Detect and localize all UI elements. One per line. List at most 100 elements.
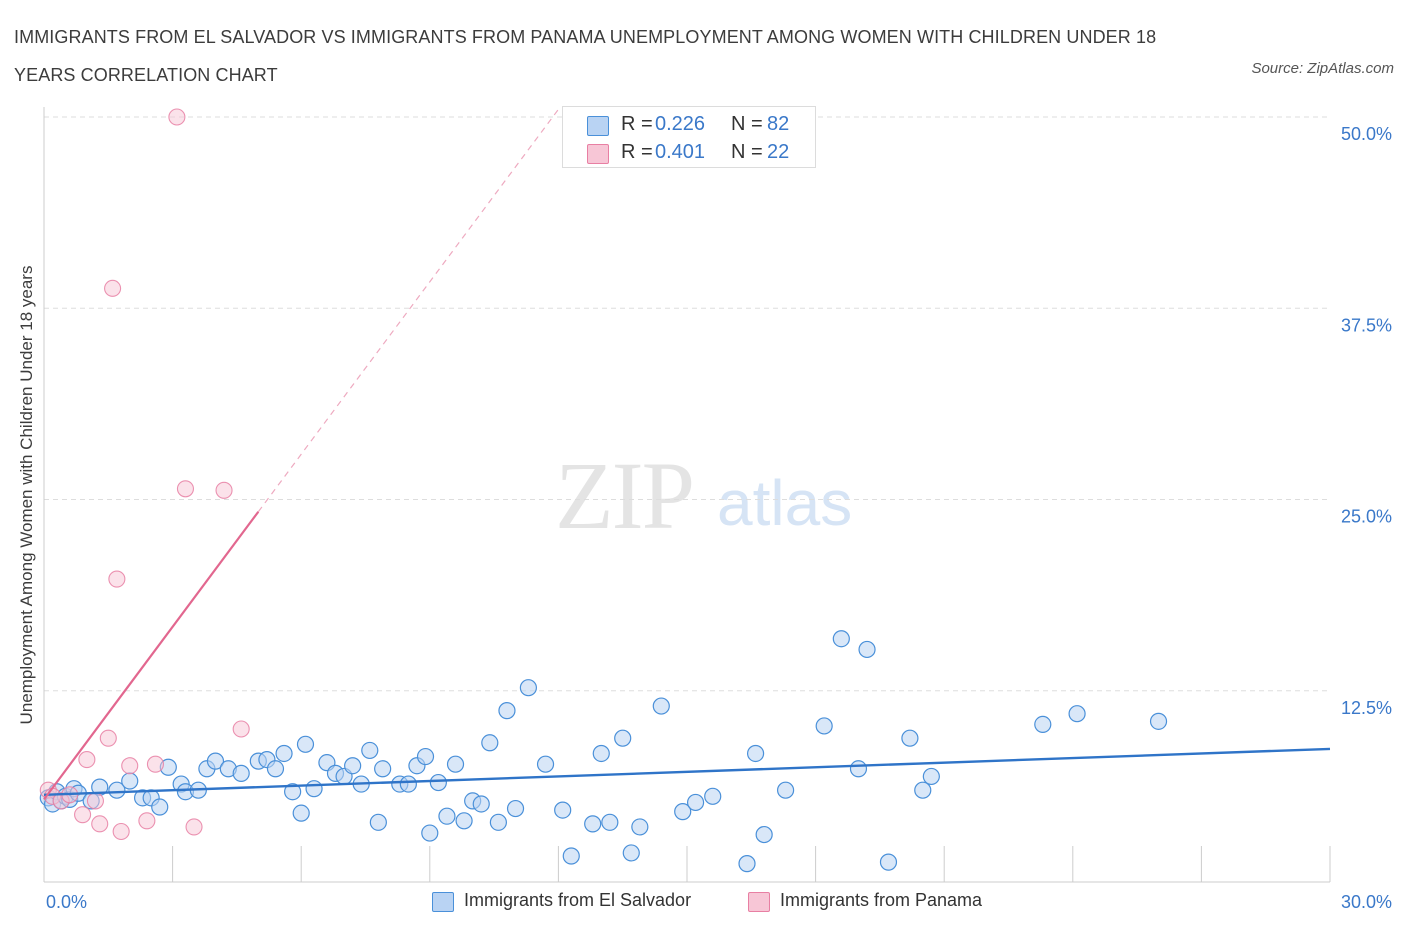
panama-point [176, 480, 195, 498]
el-salvador-point [584, 815, 602, 833]
el-salvador-point [498, 702, 516, 720]
x-tick-label: 0.0% [46, 892, 87, 912]
y-tick-label: 37.5% [1341, 315, 1392, 335]
panama-point [146, 755, 165, 773]
el-salvador-point [704, 787, 722, 805]
el-salvador-point [1068, 705, 1086, 723]
el-salvador-point [361, 741, 379, 760]
el-salvador-point [506, 799, 525, 818]
el-salvador-point [421, 824, 439, 842]
el-salvador-point [879, 853, 898, 871]
el-salvador-point [455, 812, 473, 830]
el-salvador-point [232, 764, 250, 782]
panama-point [74, 806, 92, 824]
el-salvador-point [1149, 712, 1168, 730]
el-salvador-point [601, 813, 619, 831]
panama-point [185, 818, 203, 836]
el-salvador-point [901, 729, 919, 747]
el-salvador-point [858, 640, 876, 659]
el-salvador-point [472, 795, 490, 813]
x-tick-label: 30.0% [1341, 892, 1392, 912]
el-salvador-point [562, 847, 580, 865]
el-salvador-point [519, 679, 537, 697]
el-salvador-point [305, 780, 323, 798]
el-salvador-point [369, 813, 387, 831]
el-salvador-point [344, 757, 362, 775]
el-salvador-point [374, 760, 392, 778]
legend-swatch-el-salvador [587, 116, 609, 136]
el-salvador-point [438, 807, 456, 825]
el-salvador-trend-line [43, 747, 1331, 796]
el-salvador-point [108, 781, 126, 799]
el-salvador-point [674, 803, 692, 821]
el-salvador-point [1034, 715, 1052, 734]
el-salvador-point [922, 767, 940, 786]
panama-point [104, 279, 122, 297]
el-salvador-point [275, 744, 293, 763]
el-salvador-point [592, 744, 610, 763]
panama-point [108, 570, 126, 588]
legend-r-value: 0.226 [655, 113, 706, 135]
y-tick-label: 12.5% [1341, 698, 1392, 718]
el-salvador-point [266, 760, 285, 778]
el-salvador-point [622, 844, 640, 862]
watermark-atlas: atlas [717, 467, 853, 539]
el-salvador-point [686, 793, 705, 812]
el-salvador-point [206, 752, 225, 770]
bottom-legend-label: Immigrants from El Salvador [464, 890, 692, 910]
el-salvador-point [399, 775, 417, 793]
bottom-legend-swatch [432, 892, 454, 912]
bottom-legend-label: Immigrants from Panama [780, 890, 983, 910]
panama-trend-line [43, 511, 260, 801]
legend-r-value: 0.401 [655, 141, 706, 163]
el-salvador-point [631, 818, 649, 836]
el-salvador-point [849, 760, 868, 778]
el-salvador-point [746, 744, 765, 763]
el-salvador-point [292, 804, 310, 822]
el-salvador-point [429, 773, 447, 792]
panama-point [86, 792, 104, 810]
panama-point [78, 751, 96, 769]
legend-r-label: R = [621, 113, 653, 135]
el-salvador-point [755, 825, 773, 844]
bottom-legend-swatch [748, 892, 770, 912]
el-salvador-point [296, 735, 315, 753]
panama-point [99, 729, 117, 747]
el-salvador-point [815, 717, 833, 735]
el-salvador-point [832, 630, 850, 648]
panama-point [121, 757, 139, 775]
correlation-legend: R = 0.226 N = 82 R = 0.401 N = 22 [562, 106, 816, 168]
el-salvador-point [914, 781, 932, 799]
el-salvador-point [776, 781, 795, 799]
el-salvador-point [446, 755, 465, 773]
el-salvador-point [284, 783, 302, 801]
panama-point [215, 481, 233, 499]
el-salvador-point [738, 855, 756, 873]
panama-point [91, 815, 109, 833]
panama-point [168, 108, 186, 126]
el-salvador-point [151, 798, 169, 816]
chart-title: IMMIGRANTS FROM EL SALVADOR VS IMMIGRANT… [14, 27, 1157, 85]
legend-r-label: R = [621, 141, 653, 163]
panama-point [232, 720, 250, 738]
panama-point [138, 812, 156, 830]
panama-trend-extension [257, 108, 559, 513]
legend-n-label: N = [731, 113, 763, 135]
watermark-zip: ZIP [555, 442, 695, 549]
legend-n-value: 82 [767, 113, 790, 135]
panama-point [112, 822, 130, 841]
legend-swatch-panama [587, 144, 609, 164]
legend-n-label: N = [731, 141, 763, 163]
el-salvador-point [536, 755, 555, 773]
el-salvador-point [489, 813, 507, 831]
source-label: Source: ZipAtlas.com [1251, 60, 1394, 77]
el-salvador-point [416, 747, 435, 766]
y-tick-label: 50.0% [1341, 124, 1392, 144]
el-salvador-point [652, 697, 670, 715]
y-tick-label: 25.0% [1341, 507, 1392, 527]
legend-n-value: 22 [767, 141, 790, 163]
el-salvador-point [614, 729, 632, 747]
el-salvador-point [121, 772, 139, 790]
el-salvador-point [481, 734, 499, 752]
